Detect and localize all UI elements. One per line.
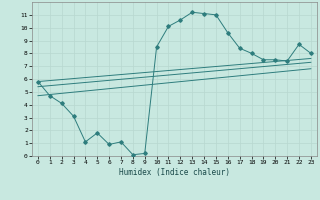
X-axis label: Humidex (Indice chaleur): Humidex (Indice chaleur) <box>119 168 230 177</box>
